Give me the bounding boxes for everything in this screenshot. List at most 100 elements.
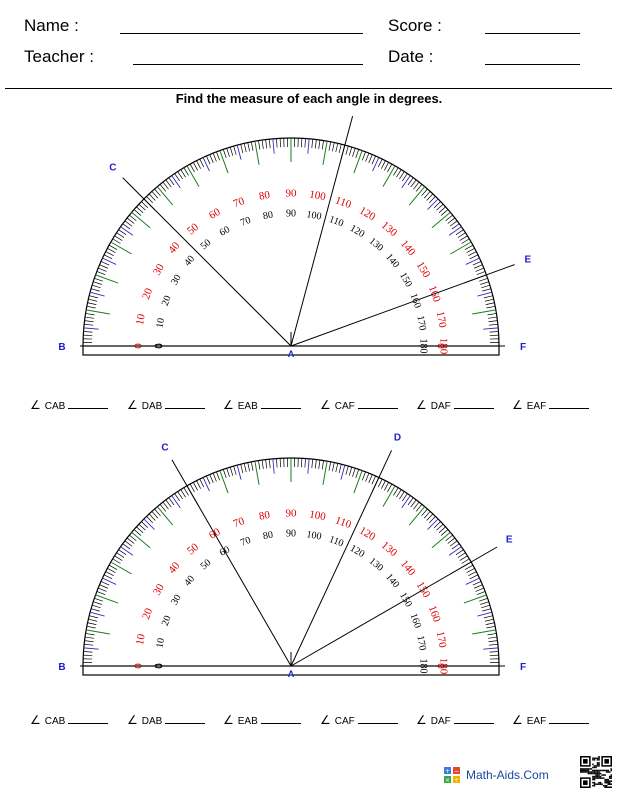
tick-mark xyxy=(94,277,103,282)
tick-mark xyxy=(407,177,414,186)
outer-scale-label: 170 xyxy=(434,630,449,649)
tick-mark xyxy=(276,458,278,468)
tick-mark xyxy=(110,241,132,255)
qr-code-icon xyxy=(580,756,612,788)
tick-mark xyxy=(408,186,426,206)
tick-mark xyxy=(105,251,114,256)
qr-module xyxy=(587,769,590,772)
qr-module xyxy=(583,769,585,772)
tick-mark xyxy=(352,468,356,477)
tick-mark xyxy=(108,564,118,570)
answer-blank[interactable] xyxy=(357,400,398,409)
tick-mark xyxy=(335,463,339,473)
tick-mark xyxy=(461,238,470,244)
outer-scale-label: 120 xyxy=(357,205,378,224)
answer-blank[interactable] xyxy=(549,715,590,724)
answer-blank[interactable] xyxy=(453,715,494,724)
tick-mark xyxy=(84,323,94,326)
qr-module xyxy=(595,783,597,785)
tick-mark xyxy=(431,531,451,549)
qr-module xyxy=(602,784,605,787)
qr-module xyxy=(610,768,612,770)
tick-mark xyxy=(100,261,110,266)
answer-blank[interactable] xyxy=(260,400,301,409)
tick-mark xyxy=(199,478,205,488)
tick-mark xyxy=(428,196,436,204)
qr-module xyxy=(593,759,596,761)
tick-mark xyxy=(83,647,99,650)
tick-mark xyxy=(85,313,95,316)
tick-mark xyxy=(122,543,131,550)
tick-mark xyxy=(265,139,268,149)
qr-module xyxy=(608,783,611,785)
tick-mark xyxy=(148,513,156,521)
tick-mark xyxy=(272,458,275,474)
qr-module xyxy=(604,784,606,787)
answer-blank[interactable] xyxy=(68,400,109,409)
protractor-diagram-2: 1801701601501401301201101009080706050403… xyxy=(58,432,526,679)
tick-mark xyxy=(180,169,186,178)
inner-scale-label: 50 xyxy=(199,557,214,572)
answer-blank[interactable] xyxy=(165,715,206,724)
tick-mark xyxy=(133,529,142,536)
tick-mark xyxy=(484,615,493,619)
brand-name[interactable]: Math-Aids.Com xyxy=(466,768,549,782)
answer-blank[interactable] xyxy=(549,400,590,409)
name-blank[interactable] xyxy=(120,33,363,34)
tick-mark xyxy=(474,264,483,269)
outer-scale-label: 130 xyxy=(379,539,400,559)
tick-mark xyxy=(168,177,175,186)
tick-mark xyxy=(222,469,227,478)
answer-caf: ∠ CAF xyxy=(320,398,398,412)
tick-mark xyxy=(131,531,151,549)
tick-mark xyxy=(129,534,137,542)
tick-mark xyxy=(440,529,449,536)
tick-mark xyxy=(98,267,107,272)
tick-mark xyxy=(483,327,499,330)
tick-mark xyxy=(183,167,189,176)
inner-scale-label: 140 xyxy=(383,572,401,591)
teacher-blank[interactable] xyxy=(133,64,363,65)
tick-mark xyxy=(472,261,482,266)
qr-module xyxy=(596,757,599,760)
tick-mark xyxy=(146,196,154,204)
tick-mark xyxy=(387,483,393,493)
tick-mark xyxy=(381,480,386,489)
qr-module xyxy=(601,774,603,776)
tick-mark xyxy=(171,495,181,509)
answer-blank[interactable] xyxy=(165,400,206,409)
answer-blank[interactable] xyxy=(453,400,494,409)
tick-mark xyxy=(485,622,495,625)
outer-scale-label: 140 xyxy=(398,238,418,259)
qr-module xyxy=(595,774,597,776)
tick-mark xyxy=(469,574,479,580)
tick-mark xyxy=(469,254,479,260)
tick-mark xyxy=(154,188,161,197)
tick-mark xyxy=(105,571,114,576)
qr-module xyxy=(589,771,591,773)
answer-blank[interactable] xyxy=(68,715,109,724)
qr-module xyxy=(592,784,594,787)
score-blank[interactable] xyxy=(485,33,580,34)
tick-mark xyxy=(314,459,317,469)
answer-blank[interactable] xyxy=(357,715,398,724)
qr-module xyxy=(593,781,596,784)
answer-cab: ∠ CAB xyxy=(30,713,109,727)
outer-scale-label: 40 xyxy=(166,560,183,577)
tick-mark xyxy=(328,141,332,151)
tick-mark xyxy=(487,633,497,636)
tick-mark xyxy=(258,460,261,470)
tick-mark xyxy=(427,518,439,530)
qr-module xyxy=(596,759,599,761)
date-blank[interactable] xyxy=(485,64,580,65)
tick-mark xyxy=(410,499,417,508)
inner-scale-label: 120 xyxy=(348,543,366,560)
tick-mark xyxy=(138,203,146,211)
answer-blank[interactable] xyxy=(260,715,301,724)
tick-mark xyxy=(120,226,134,236)
tick-mark xyxy=(103,574,113,580)
tick-mark xyxy=(124,540,133,547)
qr-module xyxy=(608,771,611,773)
qr-module xyxy=(602,774,605,776)
tick-mark xyxy=(141,521,149,529)
